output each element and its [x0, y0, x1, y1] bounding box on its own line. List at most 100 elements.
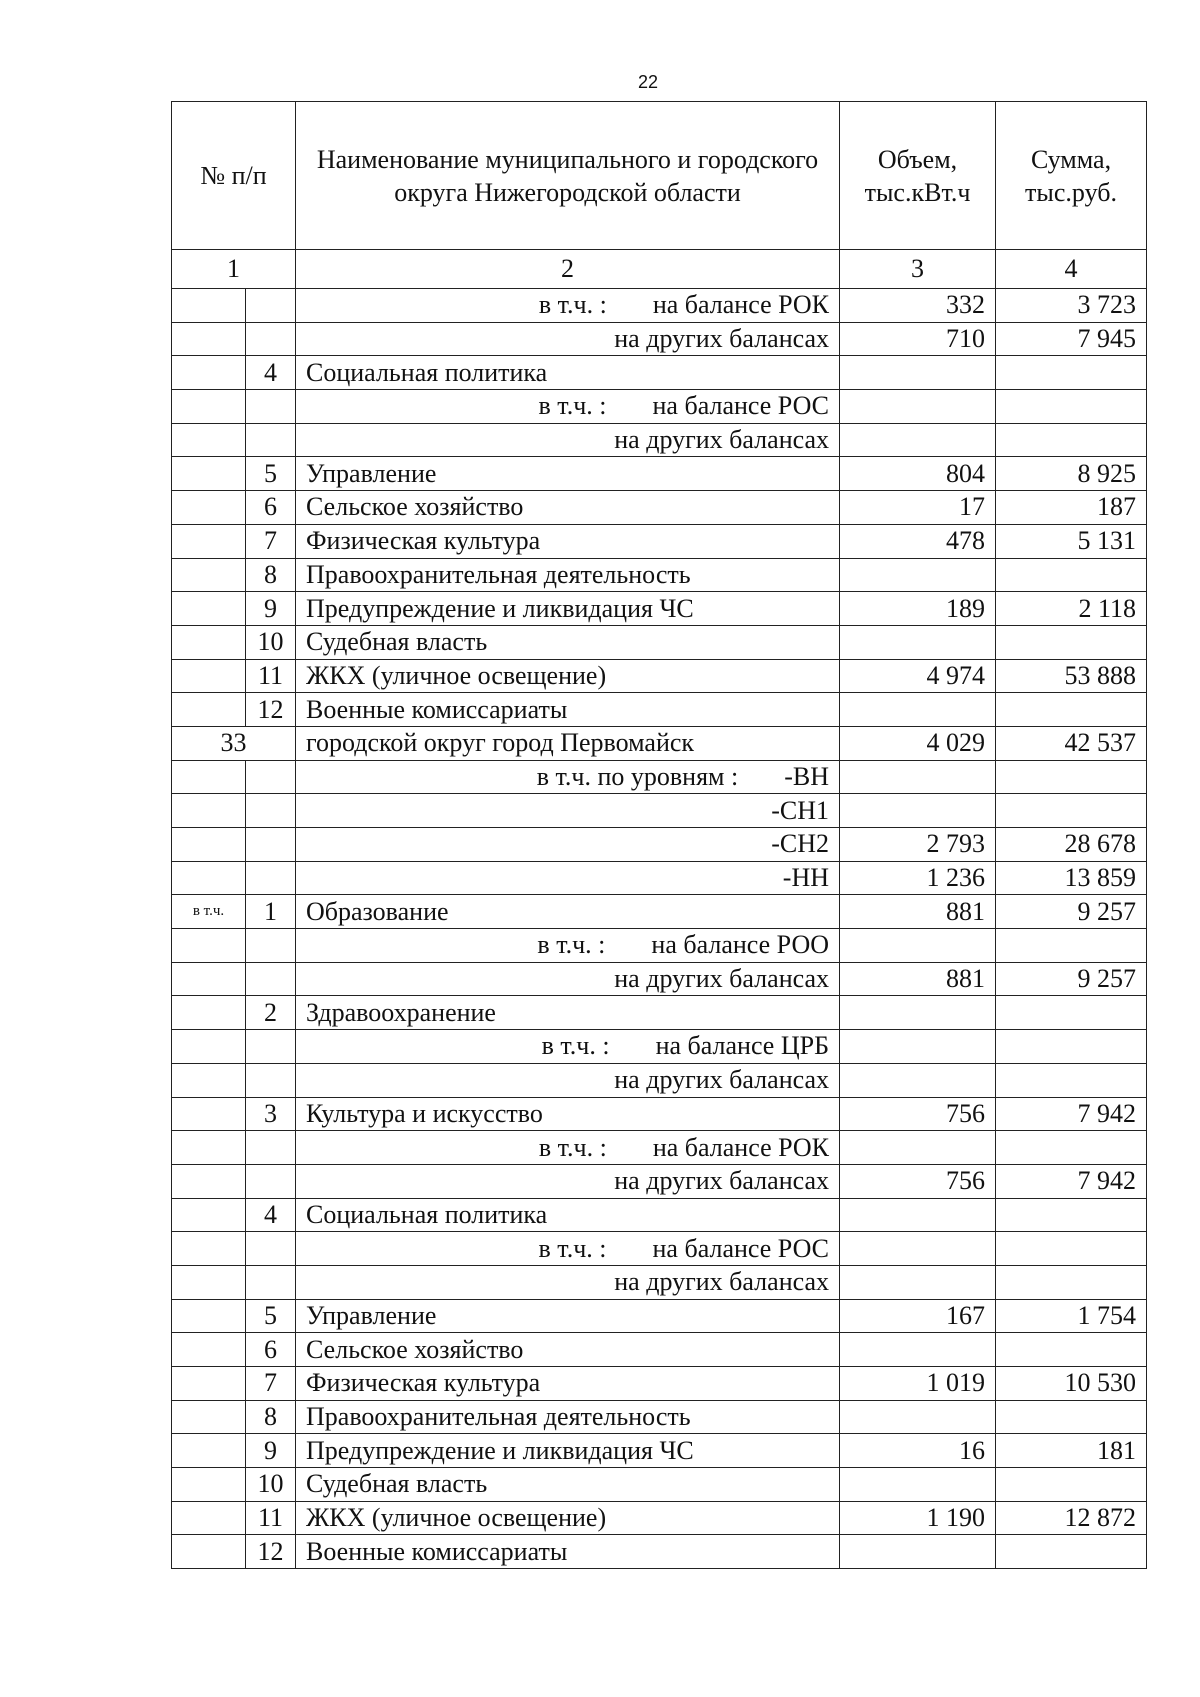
row-item-number: [244, 827, 297, 862]
row-volume: [839, 355, 997, 391]
row-sum: [995, 422, 1148, 458]
row-name: Здравоохранение: [295, 995, 841, 1031]
row-name-text: ЖКХ (уличное освещение): [306, 1503, 607, 1533]
row-group-label: [171, 1298, 246, 1334]
row-name: Правоохранительная деятельность: [295, 557, 841, 593]
row-item-number: 12: [244, 1534, 297, 1570]
row-volume: [839, 1264, 997, 1300]
table-row: в т.ч. : на балансе РОС: [171, 389, 1148, 424]
row-name: Судебная власть: [295, 624, 841, 660]
row-item-number: 6: [244, 490, 297, 525]
row-group-label: [171, 1231, 246, 1266]
row-name: в т.ч. : на балансе РОС: [295, 1231, 841, 1266]
row-name: ЖКХ (уличное освещение): [295, 658, 841, 694]
row-group-label: [171, 658, 246, 694]
row-sum: 28 678: [995, 827, 1148, 862]
row-group-label: [171, 961, 246, 997]
row-name-text: на других балансах: [614, 1065, 830, 1095]
row-sum: [995, 1534, 1148, 1570]
row-name: в т.ч. : на балансе РОК: [295, 1130, 841, 1165]
row-number: 33: [170, 725, 297, 761]
row-prefix: в т.ч. :: [538, 1132, 607, 1162]
row-group-label: [171, 1197, 246, 1233]
row-item-number: 7: [244, 1366, 297, 1401]
row-item-number: [244, 961, 297, 997]
row-volume: 4 974: [839, 658, 997, 694]
row-volume: [839, 793, 997, 828]
row-name: на других балансах: [295, 1163, 841, 1199]
row-name-text: Судебная власть: [306, 1469, 488, 1499]
row-item-number: [244, 389, 297, 424]
row-name: -СН1: [295, 793, 841, 828]
row-name: на других балансах: [295, 321, 841, 357]
row-sum: 7 945: [995, 321, 1148, 357]
row-sum: [995, 928, 1148, 963]
row-name-text: на балансе РОС: [652, 1233, 830, 1263]
row-name: Управление: [295, 456, 841, 492]
row-name: на других балансах: [295, 1062, 841, 1098]
row-prefix: в т.ч. по уровням :: [536, 761, 739, 791]
row-group-label: [171, 1399, 246, 1435]
row-item-number: 4: [244, 355, 297, 391]
row-name: городской округ город Первомайск: [295, 725, 841, 761]
row-volume: 1 190: [839, 1500, 997, 1536]
row-volume: 4 029: [839, 725, 997, 761]
row-sum: [995, 1264, 1148, 1300]
row-volume: [839, 624, 997, 660]
row-name: Культура и искусство: [295, 1096, 841, 1132]
row-sum: 187: [995, 490, 1148, 525]
column-number-4: 4: [995, 249, 1148, 289]
row-group-label: [171, 827, 246, 862]
row-volume: [839, 928, 997, 963]
table-row: в т.ч. 1 Образование 881 9 257: [171, 894, 1148, 930]
row-volume: [839, 389, 997, 424]
table-row: 4 Социальная политика: [171, 1197, 1148, 1233]
row-item-number: [244, 860, 297, 896]
table-row: 2 Здравоохранение: [171, 995, 1148, 1031]
row-item-number: [244, 288, 297, 323]
row-item-number: [244, 1130, 297, 1165]
row-name-text: на балансе РОК: [652, 290, 830, 320]
row-name-text: -ВН: [784, 761, 830, 791]
row-volume: 804: [839, 456, 997, 492]
row-volume: 756: [839, 1163, 997, 1199]
table-row: 6 Сельское хозяйство: [171, 1332, 1148, 1367]
row-sum: [995, 1332, 1148, 1367]
row-name: Предупреждение и ликвидация ЧС: [295, 591, 841, 626]
row-group-label: в т.ч.: [171, 894, 246, 930]
row-volume: [839, 1062, 997, 1098]
row-prefix: в т.ч. :: [538, 1233, 607, 1263]
row-name-text: Правоохранительная деятельность: [306, 1402, 691, 1432]
row-name-text: на других балансах: [614, 425, 830, 455]
row-name-text: Судебная власть: [306, 627, 488, 657]
row-sum: 13 859: [995, 860, 1148, 896]
row-sum: 7 942: [995, 1096, 1148, 1132]
row-item-number: 5: [244, 1298, 297, 1334]
row-volume: 710: [839, 321, 997, 357]
row-sum: 12 872: [995, 1500, 1148, 1536]
table-row: 9 Предупреждение и ликвидация ЧС 16 181: [171, 1433, 1148, 1469]
row-sum: 5 131: [995, 523, 1148, 559]
row-item-number: 10: [244, 1467, 297, 1502]
row-name-text: ЖКХ (уличное освещение): [306, 660, 607, 690]
row-name: Сельское хозяйство: [295, 490, 841, 525]
row-group-label: [171, 1433, 246, 1469]
row-volume: [839, 1399, 997, 1435]
row-name: -СН2: [295, 827, 841, 862]
row-name: на других балансах: [295, 1264, 841, 1300]
row-volume: [839, 1467, 997, 1502]
row-sum: 10 530: [995, 1366, 1148, 1401]
row-group-label: [171, 389, 246, 424]
row-name-text: Управление: [306, 1300, 437, 1330]
row-sum: 7 942: [995, 1163, 1148, 1199]
row-item-number: [244, 321, 297, 357]
table-row: 6 Сельское хозяйство 17 187: [171, 490, 1148, 525]
row-sum: [995, 1197, 1148, 1233]
table-row: в т.ч. : на балансе РОС: [171, 1231, 1148, 1266]
row-name-text: Культура и искусство: [306, 1098, 543, 1128]
row-item-number: 10: [244, 624, 297, 660]
row-sum: 8 925: [995, 456, 1148, 492]
row-name: Судебная власть: [295, 1467, 841, 1502]
row-item-number: [244, 422, 297, 458]
row-item-number: [244, 1163, 297, 1199]
